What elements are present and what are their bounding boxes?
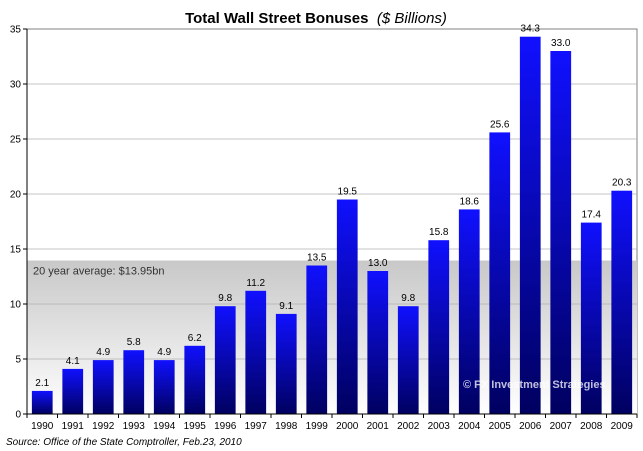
source-note: Source: Office of the State Comptroller,…	[6, 437, 242, 448]
x-tick-label-1999: 1999	[306, 421, 329, 432]
data-label-1996: 9.8	[218, 293, 232, 304]
bar-1993	[123, 350, 145, 414]
x-tick-label-2006: 2006	[519, 421, 542, 432]
x-tick-label-2008: 2008	[580, 421, 603, 432]
bar-1999	[306, 265, 328, 414]
data-label-1992: 4.9	[96, 347, 110, 358]
bar-2004	[458, 209, 480, 414]
y-tick-label: 10	[10, 300, 22, 311]
y-tick-label: 15	[10, 245, 22, 256]
watermark: © FX Investment Strategies	[463, 379, 606, 391]
x-tick-label-2001: 2001	[367, 421, 390, 432]
data-label-2005: 25.6	[490, 119, 510, 130]
data-label-1999: 13.5	[307, 253, 327, 264]
x-tick-label-1990: 1990	[31, 421, 54, 432]
x-tick-label-1995: 1995	[184, 421, 207, 432]
bar-2002	[397, 306, 419, 414]
x-tick-label-2005: 2005	[489, 421, 512, 432]
bar-1991	[62, 368, 84, 414]
y-tick-label: 5	[15, 355, 21, 366]
data-label-1998: 9.1	[279, 301, 293, 312]
data-label-2004: 18.6	[460, 196, 480, 207]
x-tick-label-1996: 1996	[214, 421, 237, 432]
data-label-2009: 20.3	[612, 178, 632, 189]
data-label-1991: 4.1	[66, 356, 80, 367]
x-tick-label-2002: 2002	[397, 421, 420, 432]
bar-1995	[184, 345, 206, 414]
chart-title: Total Wall Street Bonuses ($ Billions)	[185, 10, 447, 27]
data-label-1997: 11.2	[246, 278, 265, 289]
data-label-2008: 17.4	[582, 210, 602, 221]
x-tick-label-1998: 1998	[275, 421, 298, 432]
y-tick-label: 30	[10, 80, 22, 91]
bar-1990	[31, 390, 53, 414]
data-label-2001: 13.0	[368, 258, 388, 269]
bar-1996	[214, 306, 236, 414]
bar-2003	[428, 240, 450, 414]
bar-2006	[519, 36, 541, 414]
bar-2001	[367, 271, 389, 414]
bar-1997	[245, 290, 267, 414]
data-label-1995: 6.2	[188, 333, 202, 344]
x-tick-label-1993: 1993	[123, 421, 146, 432]
y-tick-label: 35	[10, 25, 22, 36]
bar-2009	[611, 190, 633, 414]
x-tick-label-1991: 1991	[62, 421, 85, 432]
x-tick-label-2009: 2009	[611, 421, 634, 432]
x-tick-label-2004: 2004	[458, 421, 481, 432]
bar-2007	[550, 51, 572, 414]
data-label-1993: 5.8	[127, 337, 141, 348]
x-tick-label-1992: 1992	[92, 421, 115, 432]
data-label-2000: 19.5	[338, 187, 358, 198]
y-tick-label: 20	[10, 190, 22, 201]
x-tick-label-2007: 2007	[550, 421, 573, 432]
data-label-2002: 9.8	[401, 293, 415, 304]
chart-title-main: Total Wall Street Bonuses	[185, 10, 368, 27]
plot-area: 0 5 10 15 20 25 30 35 20 year average: $13.95bn 2…	[10, 24, 638, 432]
y-tick-label: 0	[15, 410, 21, 421]
bar-1998	[275, 313, 297, 414]
bar-1994	[153, 360, 175, 414]
chart-title-unit: ($ Billions)	[377, 10, 447, 27]
y-tick-label: 25	[10, 135, 22, 146]
bar-2008	[580, 222, 602, 414]
x-tick-label-2000: 2000	[336, 421, 359, 432]
data-label-1990: 2.1	[35, 378, 49, 389]
x-tick-label-1997: 1997	[245, 421, 268, 432]
bar-2000	[336, 199, 358, 414]
x-tick-label-1994: 1994	[153, 421, 176, 432]
average-label: 20 year average: $13.95bn	[33, 266, 165, 278]
data-label-1994: 4.9	[157, 347, 171, 358]
bar-1992	[92, 360, 114, 414]
data-label-2007: 33.0	[551, 38, 571, 49]
x-tick-label-2003: 2003	[428, 421, 451, 432]
bar-2005	[489, 132, 511, 414]
data-label-2003: 15.8	[429, 227, 449, 238]
data-label-2006: 34.3	[521, 24, 541, 35]
